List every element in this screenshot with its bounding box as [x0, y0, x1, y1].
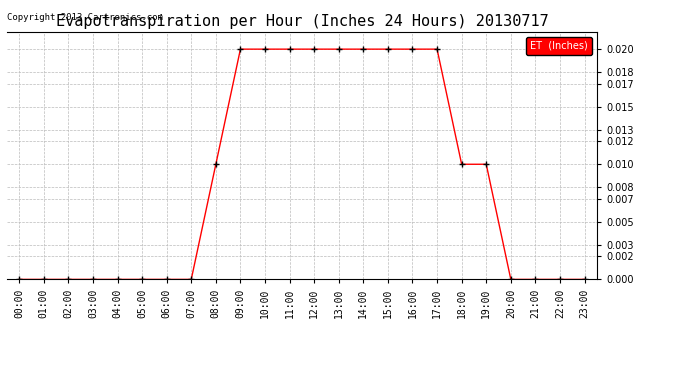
- Text: Copyright 2013 Cartronics.com: Copyright 2013 Cartronics.com: [7, 13, 163, 22]
- Legend: ET  (Inches): ET (Inches): [526, 37, 592, 54]
- Title: Evapotranspiration per Hour (Inches 24 Hours) 20130717: Evapotranspiration per Hour (Inches 24 H…: [55, 14, 549, 29]
